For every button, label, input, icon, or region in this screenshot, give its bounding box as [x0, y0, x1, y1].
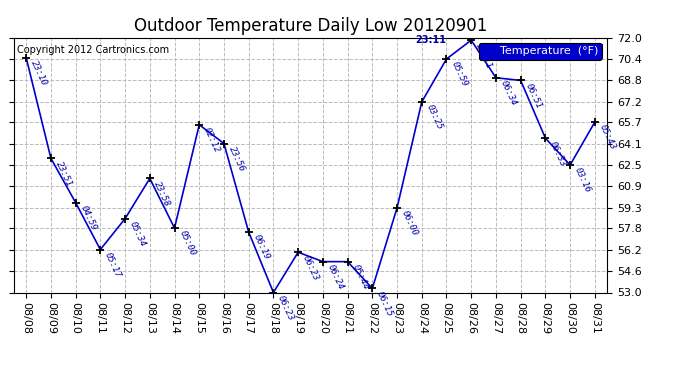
Text: 05:17: 05:17 [103, 251, 123, 279]
Text: 23:11: 23:11 [474, 42, 493, 70]
Text: 05:43: 05:43 [598, 123, 617, 152]
Text: 23:58: 23:58 [152, 180, 172, 208]
Legend: Temperature  (°F): Temperature (°F) [479, 43, 602, 60]
Text: 06:34: 06:34 [499, 79, 518, 107]
Text: 23:56: 23:56 [227, 145, 246, 173]
Text: Copyright 2012 Cartronics.com: Copyright 2012 Cartronics.com [17, 45, 169, 55]
Text: 23:11: 23:11 [415, 35, 446, 45]
Text: 03:16: 03:16 [573, 166, 593, 195]
Text: 02:12: 02:12 [202, 126, 221, 154]
Text: 06:19: 06:19 [251, 234, 271, 262]
Text: 05:59: 05:59 [449, 60, 469, 88]
Text: 06:00: 06:00 [400, 209, 420, 237]
Text: 05:34: 05:34 [128, 220, 148, 248]
Text: 06:23: 06:23 [276, 294, 296, 322]
Text: 06:33: 06:33 [548, 140, 568, 168]
Text: 03:25: 03:25 [424, 103, 444, 132]
Text: 05:00: 05:00 [177, 230, 197, 258]
Text: 04:59: 04:59 [79, 204, 98, 232]
Text: 23:51: 23:51 [54, 160, 73, 188]
Text: 06:51: 06:51 [524, 82, 543, 110]
Text: 05:44: 05:44 [351, 263, 370, 291]
Title: Outdoor Temperature Daily Low 20120901: Outdoor Temperature Daily Low 20120901 [134, 16, 487, 34]
Text: 06:15: 06:15 [375, 290, 395, 318]
Text: 06:23: 06:23 [301, 254, 320, 282]
Text: 06:24: 06:24 [326, 263, 345, 291]
Text: 23:10: 23:10 [29, 59, 48, 87]
